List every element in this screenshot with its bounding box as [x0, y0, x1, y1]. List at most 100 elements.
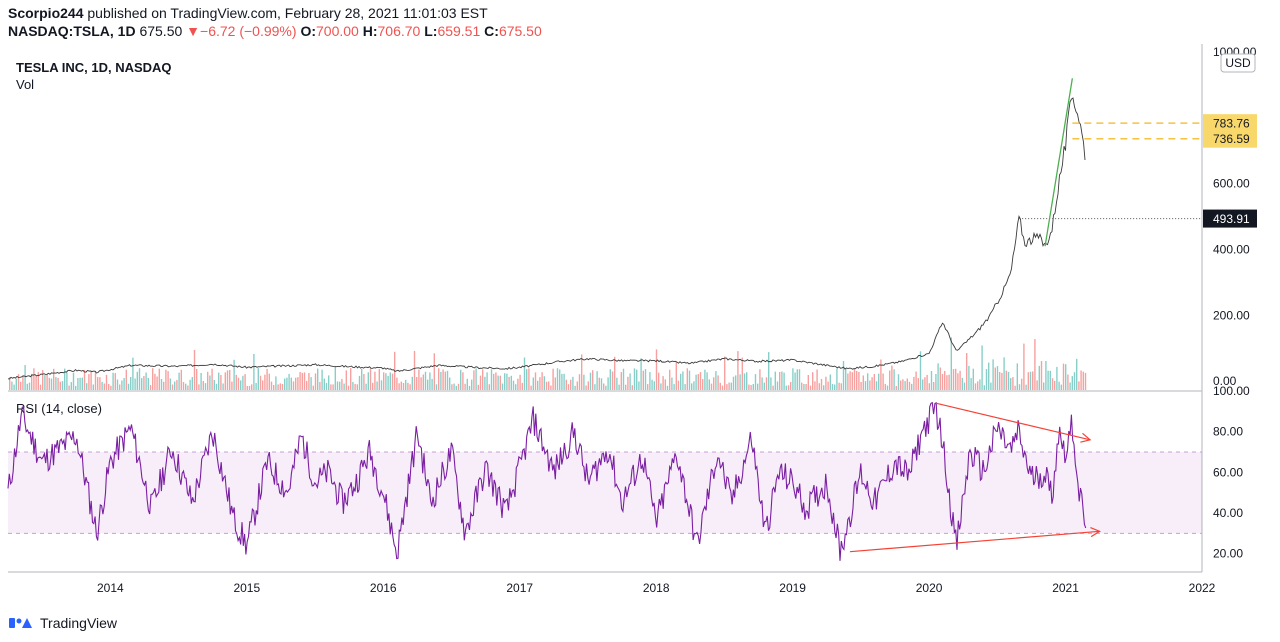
- volume-bar: [752, 384, 754, 390]
- header-ohlc: NASDAQ:TSLA, 1D 675.50 ▼−6.72 (−0.99%) O…: [8, 23, 542, 39]
- volume-bar: [565, 379, 567, 390]
- tradingview-brand[interactable]: TradingView: [40, 615, 118, 631]
- volume-bar: [224, 372, 226, 390]
- volume-bar: [400, 381, 402, 390]
- volume-bar: [772, 385, 774, 390]
- open-value: 700.00: [316, 23, 359, 39]
- volume-bar: [803, 384, 805, 390]
- volume-bar: [389, 372, 391, 390]
- tradingview-logo-icon[interactable]: [8, 615, 34, 631]
- volume-bar: [572, 376, 574, 390]
- volume-bar: [68, 385, 70, 390]
- volume-bar: [598, 377, 600, 390]
- rsi-pane[interactable]: RSI (14, close) 100.00 80.00 60.00 40.00 20.…: [7, 384, 1250, 561]
- price-tick-label: 200.00: [1213, 308, 1250, 322]
- volume-bar: [187, 385, 189, 390]
- volume-bar: [805, 384, 807, 390]
- volume-bar: [589, 372, 592, 390]
- volume-bar: [240, 380, 242, 390]
- volume-bar: [977, 381, 979, 390]
- volume-bar: [999, 371, 1001, 390]
- volume-bar: [308, 373, 310, 390]
- volume-bar: [378, 368, 380, 390]
- volume-bar: [994, 367, 996, 390]
- volume-bar: [1045, 361, 1047, 390]
- volume-bar: [477, 384, 479, 390]
- volume-bar: [288, 373, 290, 390]
- volume-bar: [119, 384, 121, 390]
- volume-bar: [275, 376, 277, 390]
- volume-bar: [620, 372, 622, 390]
- volume-bar: [136, 371, 138, 390]
- volume-bar: [1027, 372, 1029, 390]
- low-label: L:: [424, 23, 438, 39]
- volume-bar: [790, 382, 792, 390]
- volume-bar: [578, 374, 581, 390]
- volume-bar: [504, 373, 506, 390]
- volume-bar: [64, 368, 66, 390]
- volume-bar: [108, 384, 110, 390]
- volume-bar: [735, 375, 737, 390]
- volume-bar: [169, 378, 171, 390]
- volume-bar: [649, 372, 651, 390]
- volume-bar: [968, 365, 970, 390]
- time-tick-label: 2021: [1052, 581, 1079, 595]
- volume-bar: [917, 378, 919, 390]
- volume-bar: [1073, 372, 1076, 390]
- volume-bar: [583, 374, 585, 390]
- volume-bar: [277, 384, 279, 390]
- volume-bar: [189, 379, 191, 390]
- volume-bar: [138, 368, 141, 390]
- volume-bar: [963, 382, 966, 390]
- volume-bar: [928, 383, 930, 390]
- volume-bar: [233, 359, 235, 390]
- volume-bar: [343, 383, 345, 390]
- volume-bar: [669, 369, 671, 390]
- volume-bars: [9, 337, 1087, 390]
- volume-bar: [1001, 373, 1003, 390]
- author-name[interactable]: Scorpio244: [8, 5, 84, 21]
- volume-bar: [385, 373, 387, 390]
- volume-bar: [682, 371, 684, 390]
- volume-bar: [585, 385, 587, 390]
- volume-bar: [61, 381, 64, 390]
- volume-bar: [11, 381, 13, 390]
- volume-bar: [792, 368, 794, 390]
- volume-bar: [702, 379, 704, 390]
- volume-bar: [237, 377, 240, 390]
- volume-bar: [521, 382, 523, 390]
- volume-bar: [862, 375, 864, 390]
- volume-bar: [132, 357, 134, 390]
- volume-bar: [697, 374, 699, 390]
- volume-bar: [1049, 370, 1051, 390]
- currency-badge[interactable]: USD: [1220, 53, 1256, 73]
- volume-bar: [332, 384, 334, 390]
- volume-bar: [796, 369, 798, 390]
- volume-bar: [297, 377, 299, 390]
- volume-bar: [55, 377, 57, 390]
- volume-bar: [255, 383, 257, 390]
- volume-bar: [618, 384, 620, 390]
- volume-bar: [992, 359, 994, 390]
- volume-bar: [77, 378, 79, 390]
- volume-bar: [31, 373, 33, 390]
- volume-bar: [92, 384, 94, 390]
- volume-bar: [631, 385, 633, 390]
- volume-bar: [391, 373, 394, 390]
- volume-bar: [350, 368, 352, 390]
- volume-bar: [543, 376, 545, 390]
- volume-bar: [226, 370, 229, 390]
- volume-bar: [160, 379, 163, 390]
- volume-bar: [728, 382, 730, 390]
- volume-bar: [831, 384, 834, 390]
- volume-bar: [215, 383, 218, 390]
- rsi-trendline: [849, 530, 1100, 553]
- volume-bar: [1014, 385, 1016, 390]
- volume-bar: [484, 376, 486, 390]
- volume-bar: [396, 377, 398, 390]
- volume-bar: [768, 352, 770, 390]
- volume-bar: [207, 371, 209, 390]
- volume-bar: [1067, 374, 1069, 390]
